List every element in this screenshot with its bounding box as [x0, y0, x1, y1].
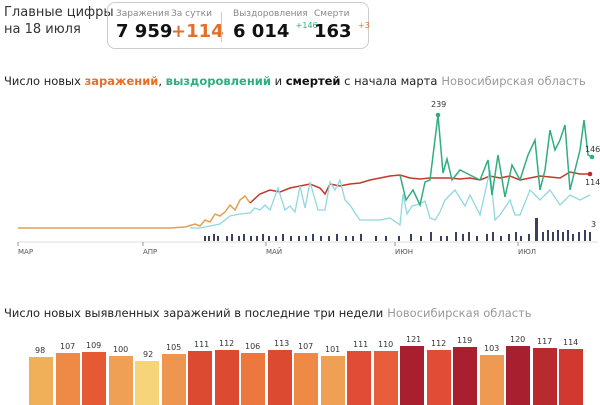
- svg-text:113: 113: [274, 339, 289, 348]
- svg-text:106: 106: [245, 342, 260, 351]
- svg-text:121: 121: [406, 335, 421, 344]
- svg-text:ИЮЛ: ИЮЛ: [518, 248, 536, 256]
- svg-text:109: 109: [86, 341, 101, 350]
- peak-label: 239: [431, 100, 446, 109]
- svg-text:114: 114: [563, 338, 578, 347]
- svg-text:МАЙ: МАЙ: [266, 247, 282, 256]
- divider: [221, 12, 222, 42]
- stat-recovered: Выздоровления 6 014 +146: [233, 9, 318, 42]
- deaths-bars: [204, 218, 591, 241]
- inf-last-marker: [587, 171, 593, 177]
- svg-text:98: 98: [35, 346, 45, 355]
- rec-last-marker: [589, 154, 595, 160]
- svg-text:112: 112: [219, 339, 234, 348]
- stat-infections: Заражения 7 959: [116, 9, 173, 42]
- svg-text:119: 119: [457, 336, 472, 345]
- headline: Главные цифры на 18 июля: [4, 4, 114, 38]
- deaths-last-label: 3: [591, 220, 596, 229]
- bar-chart: 98 107 109 100 92 105 111 112 106 113 10…: [29, 335, 583, 405]
- svg-text:111: 111: [353, 340, 368, 349]
- svg-text:105: 105: [166, 343, 181, 352]
- svg-text:111: 111: [194, 340, 209, 349]
- svg-text:92: 92: [143, 350, 153, 359]
- svg-text:103: 103: [484, 344, 499, 353]
- svg-text:107: 107: [60, 342, 75, 351]
- svg-text:112: 112: [431, 339, 446, 348]
- svg-text:МАР: МАР: [18, 248, 33, 256]
- peak-marker: [435, 112, 441, 118]
- month-ticks: МАР АПР МАЙ ИЮН ИЮЛ: [17, 242, 536, 256]
- svg-text:ИЮН: ИЮН: [395, 248, 413, 256]
- summary-card: Заражения 7 959 За сутки +114 Выздоровле…: [107, 2, 370, 49]
- stat-deaths: Смерти 163 +3: [314, 9, 370, 42]
- rec-last-label: 146: [585, 145, 600, 154]
- svg-text:АПР: АПР: [143, 248, 157, 256]
- headline-date: на 18 июля: [4, 22, 81, 37]
- svg-text:120: 120: [510, 335, 525, 344]
- svg-text:107: 107: [298, 342, 313, 351]
- svg-text:100: 100: [113, 345, 128, 354]
- svg-text:101: 101: [325, 345, 340, 354]
- svg-text:110: 110: [378, 340, 393, 349]
- chart1-title: Число новых заражений, выздоровлений и с…: [4, 74, 586, 88]
- headline-title: Главные цифры: [4, 5, 114, 20]
- inf-last-label: 114: [585, 178, 600, 187]
- stat-per-day: За сутки +114: [171, 9, 224, 42]
- svg-text:117: 117: [537, 337, 552, 346]
- chart2-title: Число новых выявленных заражений в после…: [4, 306, 532, 320]
